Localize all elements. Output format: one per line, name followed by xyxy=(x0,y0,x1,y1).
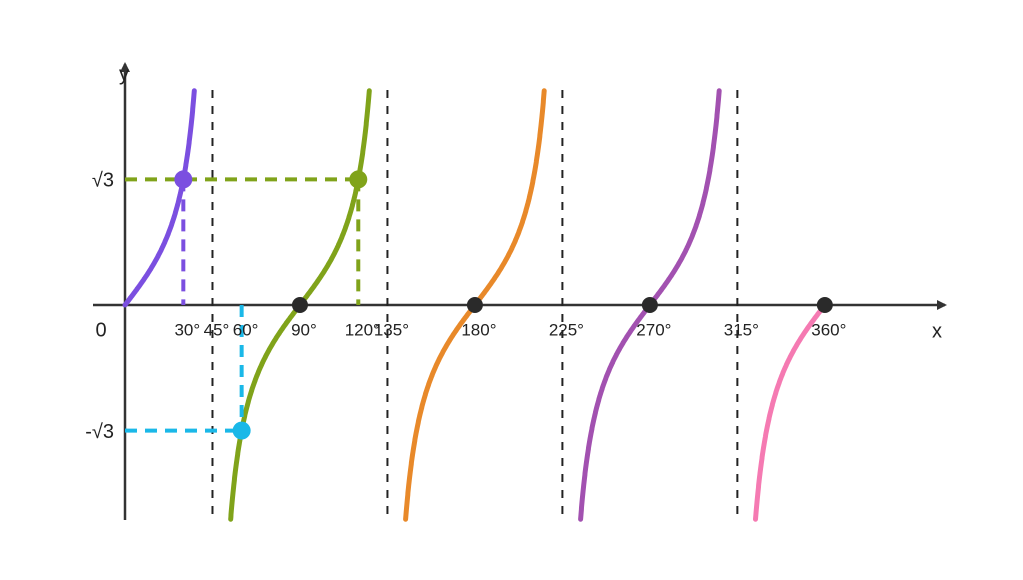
y-axis-label: y xyxy=(119,63,129,85)
x-tick-label: 180° xyxy=(461,320,496,339)
tan-branch xyxy=(122,88,197,308)
x-tick-label: 45° xyxy=(204,320,230,339)
point xyxy=(174,170,193,189)
x-axis-label: x xyxy=(932,320,942,342)
zero-point xyxy=(291,297,308,313)
x-tick-label: 30° xyxy=(174,320,200,339)
zero-point xyxy=(466,297,483,313)
point xyxy=(232,421,251,440)
y-tick-label: √3 xyxy=(92,170,114,192)
zero-point xyxy=(641,297,658,313)
x-tick-label: 225° xyxy=(549,320,584,339)
x-tick-label: 360° xyxy=(811,320,846,339)
x-tick-label: 120° xyxy=(345,320,380,339)
zero-point xyxy=(816,297,833,313)
point xyxy=(349,170,368,189)
x-tick-label: 90° xyxy=(291,320,317,339)
y-tick-label: -√3 xyxy=(85,421,114,443)
x-tick-label: 60° xyxy=(233,320,259,339)
x-tick-label: 270° xyxy=(636,320,671,339)
x-tick-label: 135° xyxy=(374,320,409,339)
origin-label: 0 xyxy=(95,319,106,341)
tan-branch xyxy=(753,302,828,522)
x-tick-label: 315° xyxy=(724,320,759,339)
